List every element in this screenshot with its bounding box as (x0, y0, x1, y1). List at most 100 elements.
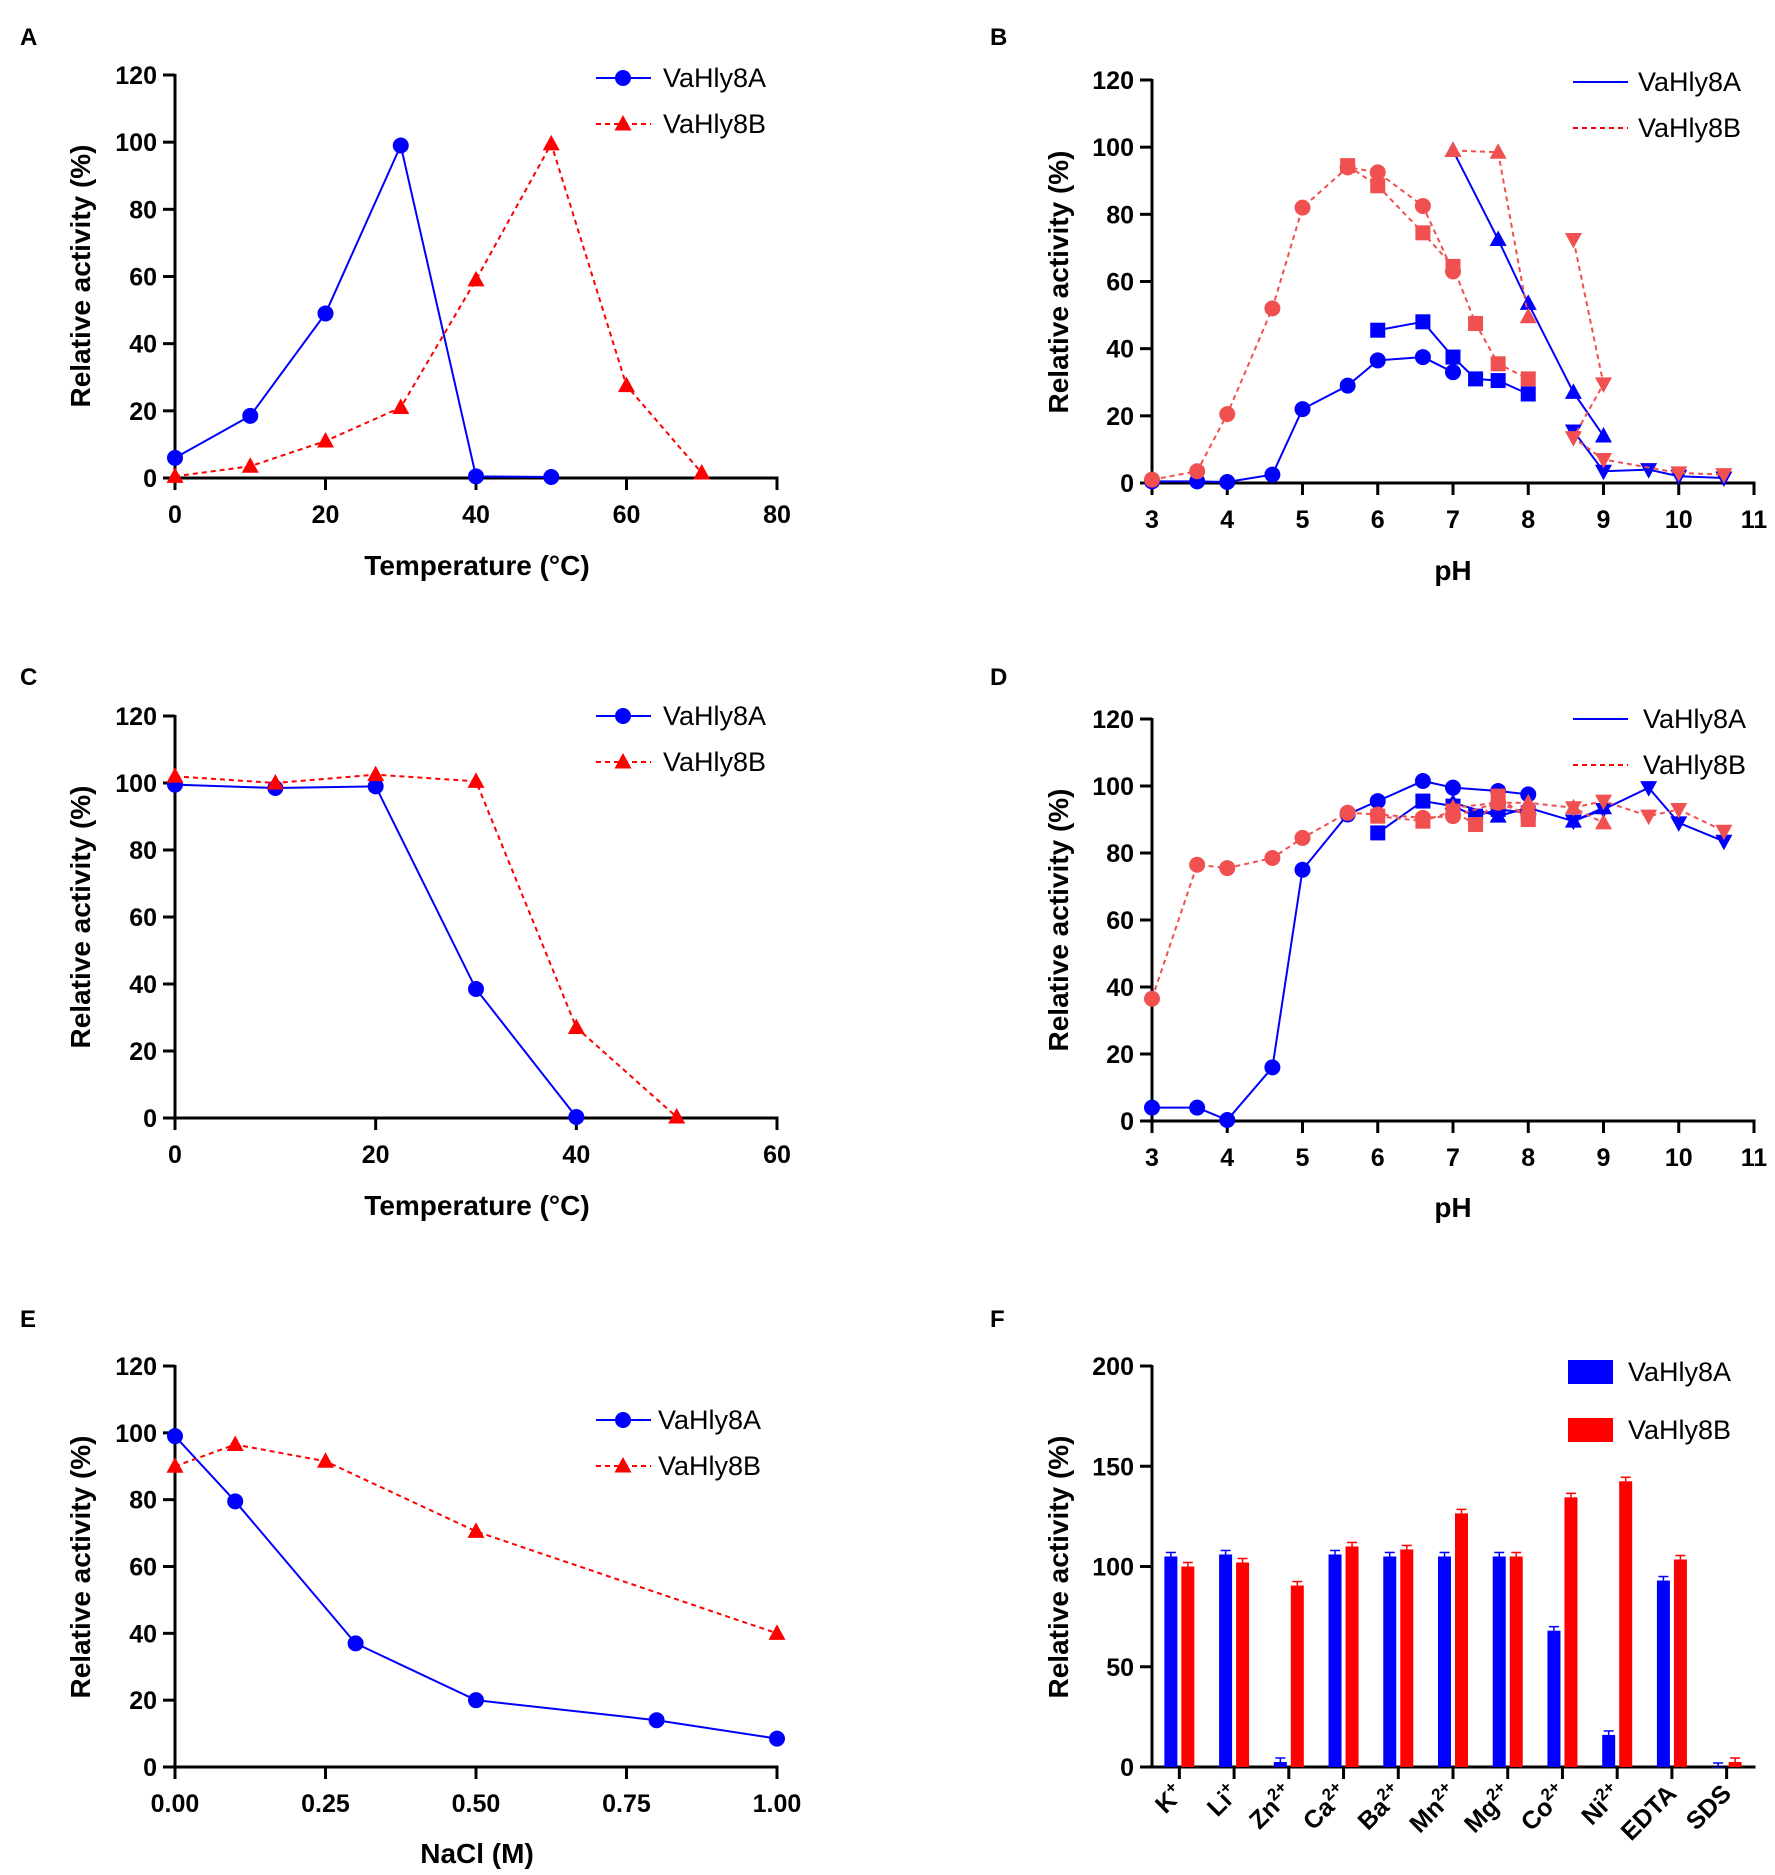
data-point (367, 778, 384, 795)
x-tick-label: 7 (1446, 506, 1460, 534)
legend-label: VaHly8A (658, 1405, 761, 1435)
bar-vahly8b (1509, 1556, 1523, 1767)
data-point (1715, 834, 1733, 851)
series-vahly8b-phosphate (1340, 158, 1536, 387)
legend-marker (615, 708, 631, 724)
data-point (1564, 383, 1582, 399)
x-tick-label: 60 (763, 1141, 791, 1169)
panel-letter: A (20, 24, 37, 51)
x-tick-label: 5 (1296, 1144, 1310, 1172)
x-tick-label: 80 (763, 501, 791, 529)
bar-vahly8a (1273, 1761, 1287, 1767)
series-line (1347, 164, 1529, 380)
y-tick-label: 20 (129, 398, 157, 426)
data-point (542, 134, 560, 151)
x-tick-label: 0 (168, 501, 182, 529)
data-point (467, 270, 485, 287)
y-tick-label: 0 (143, 1105, 157, 1133)
y-axis-title: Relative activity (%) (1043, 1436, 1074, 1699)
data-point (347, 1635, 364, 1652)
data-point (1670, 466, 1688, 482)
x-axis-title: NaCl (M) (420, 1838, 534, 1869)
data-point (568, 1108, 585, 1125)
series-line (1573, 800, 1725, 833)
x-tick-label: 20 (362, 1141, 390, 1169)
bar-vahly8b (1728, 1761, 1742, 1767)
data-point (1414, 772, 1431, 789)
series-vahly8a (167, 776, 585, 1125)
data-point (1640, 781, 1658, 797)
legend-label: VaHly8B (658, 1451, 761, 1481)
bar-vahly8b (1290, 1585, 1304, 1767)
x-tick-label: 0.00 (151, 1790, 200, 1818)
bar-vahly8a (1492, 1556, 1506, 1767)
legend-marker (615, 70, 631, 86)
data-point (1264, 1059, 1281, 1076)
chart-panel-E: 0 20 40 60 80 100 120 Relative activity (%) E 0.0… (20, 1306, 801, 1869)
y-tick-label: 60 (129, 904, 157, 932)
data-point (1670, 802, 1688, 819)
legend-label: VaHly8B (1638, 113, 1741, 143)
data-point (1595, 794, 1612, 811)
x-tick-label: 10 (1665, 1144, 1693, 1172)
y-tick-label: 80 (129, 837, 157, 865)
y-tick-label: 0 (143, 1754, 157, 1782)
x-tick-label: K+ (1148, 1777, 1190, 1819)
legend-label: VaHly8B (1643, 750, 1746, 780)
data-point (1369, 164, 1386, 181)
bar-vahly8a (1438, 1556, 1451, 1767)
data-point (317, 432, 334, 448)
y-tick-label: 60 (1106, 907, 1134, 935)
y-tick-label: 20 (129, 1038, 157, 1066)
data-point (1490, 373, 1506, 389)
y-tick-label: 60 (1106, 269, 1134, 297)
x-tick-label: SDS (1681, 1779, 1737, 1835)
y-tick-label: 120 (115, 62, 157, 90)
x-tick-label: 10 (1665, 506, 1693, 534)
legend-marker (615, 1412, 631, 1428)
series-line (1452, 149, 1530, 317)
bar-vahly8a (1328, 1554, 1342, 1767)
x-tick-label: 60 (613, 501, 641, 529)
data-point (468, 468, 484, 485)
data-point (392, 137, 409, 154)
bar-vahly8a (1164, 1556, 1178, 1767)
bar-vahly8b (1236, 1562, 1250, 1767)
x-tick-label: 0.50 (452, 1790, 501, 1818)
series-vahly8a-citrate (1144, 349, 1461, 490)
data-point (1415, 314, 1431, 330)
data-point (1415, 813, 1431, 829)
y-tick-label: 0 (143, 465, 157, 493)
data-point (1294, 401, 1311, 418)
legend-swatch (1568, 1418, 1613, 1442)
data-point (467, 772, 485, 788)
series-line (1151, 801, 1529, 1000)
data-point (1370, 178, 1386, 194)
legend: VaHly8A VaHly8B (1568, 1357, 1731, 1445)
data-point (227, 1493, 244, 1510)
chart-panel-F: 0 50 100 150 200 Relative activity (%) F K+ Li+Z… (990, 1306, 1756, 1846)
data-point (226, 1435, 244, 1452)
data-point (1144, 1099, 1160, 1116)
data-point (1520, 386, 1536, 402)
x-tick-label: 4 (1220, 506, 1234, 534)
legend-label: VaHly8A (663, 63, 766, 93)
x-tick-label: Mg2+ (1457, 1777, 1518, 1838)
data-point (1294, 829, 1311, 846)
y-tick-label: 40 (129, 331, 157, 359)
data-point (1189, 856, 1206, 873)
x-tick-label: Co2+ (1513, 1777, 1572, 1836)
data-point (1468, 817, 1484, 833)
x-tick-label: 20 (312, 501, 340, 529)
data-point (1595, 802, 1612, 819)
y-tick-label: 20 (1106, 403, 1134, 431)
series-vahly8b-citrate (1144, 159, 1461, 488)
y-axis-title: Relative activity (%) (1043, 151, 1074, 414)
bar-vahly8b (1400, 1549, 1414, 1767)
x-tick-label: 0.75 (602, 1790, 651, 1818)
panel-letter: F (990, 1306, 1005, 1333)
data-point (241, 457, 259, 473)
legend: VaHly8A VaHly8B (596, 701, 766, 777)
x-tick-label: Mn2+ (1402, 1777, 1463, 1838)
y-tick-label: 150 (1092, 1453, 1134, 1481)
